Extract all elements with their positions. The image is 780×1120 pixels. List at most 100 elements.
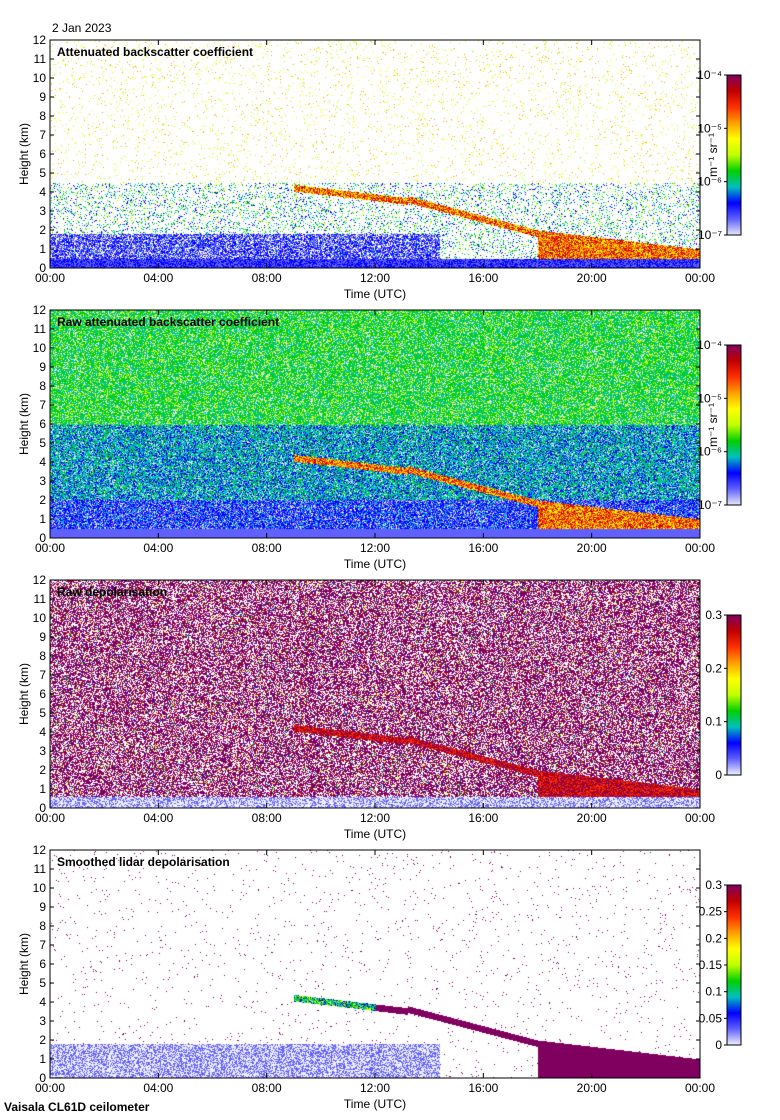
- y-tick-label: 8: [39, 109, 46, 123]
- colorbar-tick-label: 10⁻⁶: [697, 175, 722, 189]
- plot-frame: [49, 579, 701, 809]
- y-tick-label: 10: [33, 611, 47, 625]
- y-tick-label: 10: [33, 881, 47, 895]
- colorbar-tick-label: 10⁻⁴: [697, 68, 722, 82]
- colorbar-tick-label: 10⁻⁷: [698, 228, 722, 242]
- colorbar-tick-label: 0.3: [705, 878, 722, 892]
- x-tick-label: 00:00: [35, 541, 65, 555]
- colorbar-tick-label: 10⁻⁴: [697, 338, 722, 352]
- y-tick-label: 1: [39, 512, 46, 526]
- x-tick-label: 04:00: [143, 1081, 173, 1095]
- x-tick-label: 00:00: [35, 271, 65, 285]
- colorbar: [726, 884, 742, 1046]
- y-tick-label: 11: [34, 52, 47, 66]
- y-tick-label: 9: [39, 900, 46, 914]
- x-tick-label: 16:00: [468, 541, 498, 555]
- colorbar-tick-label: 0.15: [699, 958, 723, 972]
- colorbar-tick-label: 0.2: [705, 931, 722, 945]
- y-tick-label: 3: [39, 1014, 46, 1028]
- x-tick-label: 00:00: [35, 1081, 65, 1095]
- y-tick-label: 8: [39, 379, 46, 393]
- chart-panel-3: 0 1 2 3 4 5 6 7 8 9 10 11 12 00:00 04:00 08:00 12:00 16:0…: [0, 570, 780, 841]
- x-tick-label: 12:00: [360, 541, 390, 555]
- x-tick-label: 20:00: [577, 1081, 607, 1095]
- x-tick-label: 00:00: [685, 1081, 715, 1095]
- y-tick-label: 2: [39, 493, 46, 507]
- x-tick-label: 16:00: [468, 811, 498, 825]
- y-tick-label: 1: [39, 1052, 46, 1066]
- colorbar: [726, 74, 742, 236]
- y-tick-label: 0: [39, 1071, 46, 1085]
- colorbar-tick-label: 0: [715, 768, 722, 782]
- y-tick-label: 11: [34, 322, 47, 336]
- chart-panel-4: 0 1 2 3 4 5 6 7 8 9 10 11 12 00:00 04:00 08:00 12:00 16:0…: [0, 840, 780, 1111]
- y-tick-label: 5: [39, 166, 46, 180]
- x-axis-label: Time (UTC): [344, 1097, 406, 1111]
- instrument-label: Vaisala CL61D ceilometer: [4, 1100, 150, 1114]
- y-tick-label: 6: [39, 147, 46, 161]
- chart-title: Attenuated backscatter coefficient: [57, 45, 253, 59]
- y-tick-label: 8: [39, 919, 46, 933]
- x-tick-label: 12:00: [360, 271, 390, 285]
- x-tick-label: 12:00: [360, 811, 390, 825]
- y-tick-label: 4: [39, 995, 46, 1009]
- colorbar: [726, 344, 742, 506]
- x-tick-label: 16:00: [468, 1081, 498, 1095]
- x-tick-label: 08:00: [252, 541, 282, 555]
- colorbar-tick-label: 10⁻⁵: [697, 121, 722, 135]
- x-tick-label: 20:00: [577, 811, 607, 825]
- x-tick-label: 08:00: [252, 1081, 282, 1095]
- y-tick-label: 5: [39, 436, 46, 450]
- x-axis-label: Time (UTC): [344, 557, 406, 571]
- y-tick-label: 1: [39, 242, 46, 256]
- y-tick-label: 0: [39, 261, 46, 275]
- y-tick-label: 5: [39, 976, 46, 990]
- x-tick-label: 16:00: [468, 271, 498, 285]
- x-tick-label: 04:00: [143, 271, 173, 285]
- y-tick-label: 7: [39, 938, 46, 952]
- x-tick-label: 20:00: [577, 541, 607, 555]
- y-axis-label: Height (km): [17, 663, 31, 725]
- colorbar-tick-label: 10⁻⁷: [698, 498, 722, 512]
- x-tick-label: 12:00: [360, 1081, 390, 1095]
- x-tick-label: 00:00: [685, 541, 715, 555]
- y-tick-label: 4: [39, 185, 46, 199]
- x-axis-label: Time (UTC): [344, 287, 406, 301]
- x-tick-label: 20:00: [577, 271, 607, 285]
- y-tick-label: 7: [39, 668, 46, 682]
- plot-frame: [49, 39, 701, 269]
- y-tick-label: 3: [39, 744, 46, 758]
- x-tick-label: 04:00: [143, 541, 173, 555]
- chart-title: Smoothed lidar depolarisation: [57, 855, 230, 869]
- y-axis-label: Height (km): [17, 393, 31, 455]
- heatmap-field: [50, 580, 700, 808]
- chart-panel-1: 0 1 2 3 4 5 6 7 8 9 10 11 12 00:00 04:00 08:00 12:00 16:0…: [0, 30, 780, 301]
- y-tick-label: 6: [39, 417, 46, 431]
- colorbar-tick-label: 0.2: [705, 661, 722, 675]
- x-tick-label: 08:00: [252, 271, 282, 285]
- colorbar-tick-label: 0.1: [705, 715, 722, 729]
- colorbar-tick-label: 0.3: [705, 608, 722, 622]
- heatmap-field: [50, 850, 700, 1078]
- x-tick-label: 08:00: [252, 811, 282, 825]
- y-tick-label: 3: [39, 204, 46, 218]
- colorbar-tick-label: 0.1: [705, 985, 722, 999]
- plot-frame: [49, 309, 701, 539]
- y-tick-label: 9: [39, 630, 46, 644]
- chart-title: Raw depolarisation: [57, 585, 167, 599]
- colorbar: [726, 614, 742, 776]
- y-tick-label: 9: [39, 360, 46, 374]
- y-tick-label: 6: [39, 957, 46, 971]
- y-tick-label: 1: [39, 782, 46, 796]
- date-label: 2 Jan 2023: [52, 21, 112, 35]
- x-axis-label: Time (UTC): [344, 827, 406, 841]
- y-axis-label: Height (km): [17, 933, 31, 995]
- y-tick-label: 11: [34, 862, 47, 876]
- plot-frame: [49, 849, 701, 1079]
- heatmap-field: [50, 40, 700, 268]
- x-tick-label: 00:00: [685, 811, 715, 825]
- heatmap-field: [50, 310, 700, 538]
